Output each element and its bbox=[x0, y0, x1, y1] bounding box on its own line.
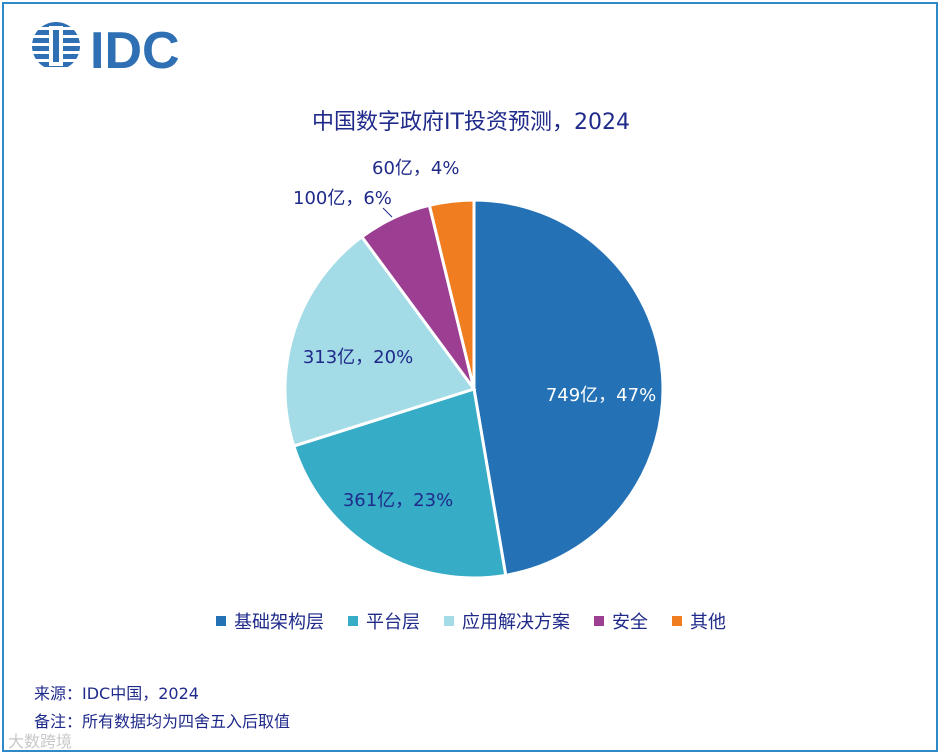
legend-item-2: 平台层 bbox=[348, 608, 420, 634]
legend-swatch bbox=[348, 616, 358, 626]
legend-swatch bbox=[594, 616, 604, 626]
legend: 基础架构层 平台层 应用解决方案 安全 其他 bbox=[0, 608, 942, 634]
legend-swatch bbox=[444, 616, 454, 626]
leader-line bbox=[382, 207, 393, 218]
legend-label: 其他 bbox=[690, 612, 726, 633]
globe-icon bbox=[32, 22, 80, 67]
logo-text: IDC bbox=[90, 22, 180, 76]
idc-logo: IDC bbox=[32, 22, 180, 76]
legend-label: 应用解决方案 bbox=[462, 612, 570, 633]
slice-label-3: 313亿，20% bbox=[303, 347, 413, 368]
chart-title: 中国数字政府IT投资预测，2024 bbox=[312, 110, 630, 135]
legend-swatch bbox=[216, 616, 226, 626]
pie-slice-2 bbox=[291, 387, 508, 580]
legend-swatch bbox=[672, 616, 682, 626]
legend-label: 安全 bbox=[612, 612, 648, 633]
legend-item-5: 其他 bbox=[672, 608, 726, 634]
legend-label: 基础架构层 bbox=[234, 612, 324, 633]
slice-label-1: 749亿，47% bbox=[546, 385, 656, 406]
legend-label: 平台层 bbox=[366, 612, 420, 633]
pie-slice-3 bbox=[283, 234, 477, 448]
pie-slice-1 bbox=[472, 198, 665, 578]
slice-label-5: 60亿，4% bbox=[372, 158, 459, 179]
watermark: 大数跨境 bbox=[8, 732, 73, 751]
slice-label-2: 361亿，23% bbox=[343, 490, 453, 511]
rounding-note: 备注：所有数据均为四舍五入后取值 bbox=[34, 712, 291, 731]
legend-item-1: 基础架构层 bbox=[216, 608, 324, 634]
source-note: 来源：IDC中国，2024 bbox=[34, 684, 199, 703]
legend-item-3: 应用解决方案 bbox=[444, 608, 570, 634]
slice-label-4: 100亿，6% bbox=[293, 188, 392, 209]
legend-item-4: 安全 bbox=[594, 608, 648, 634]
pie-slice-5 bbox=[427, 198, 476, 390]
